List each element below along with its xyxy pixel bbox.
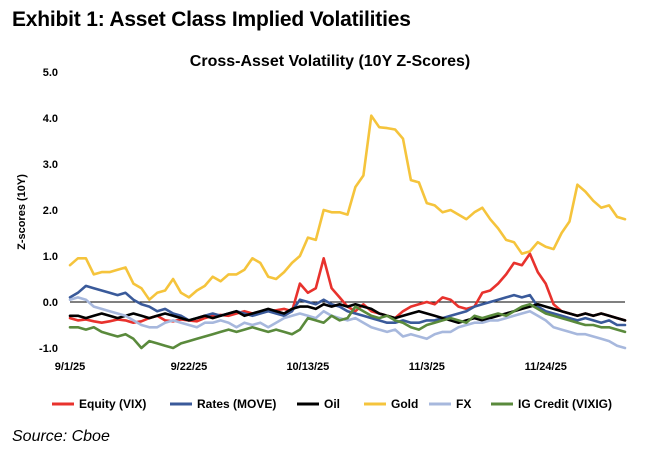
y-tick-label: 0.0 xyxy=(43,297,58,309)
legend-entry: Rates (MOVE) xyxy=(197,397,276,411)
source-note: Source: Cboe xyxy=(12,428,110,445)
chart-title: Cross-Asset Volatility (10Y Z-Scores) xyxy=(190,53,470,70)
legend-entry: Gold xyxy=(391,397,418,411)
y-tick-label: 3.0 xyxy=(43,159,58,171)
y-tick-label: 2.0 xyxy=(43,205,58,217)
y-tick-labels: 5.0 4.0 3.0 2.0 1.0 0.0 -1.0 xyxy=(39,67,58,355)
exhibit-title: Exhibit 1: Asset Class Implied Volatilit… xyxy=(12,8,411,31)
y-tick-label: 1.0 xyxy=(43,251,58,263)
series-lines xyxy=(68,114,627,350)
y-axis-label: Z-scores (10Y) xyxy=(16,174,28,250)
legend-entry: Equity (VIX) xyxy=(79,397,146,411)
y-tick-label: 4.0 xyxy=(43,113,58,125)
series-line-fx xyxy=(68,296,627,350)
x-tick-label: 11/3/25 xyxy=(409,361,445,373)
legend-entry: FX xyxy=(456,397,471,411)
series-line-gold xyxy=(68,114,627,302)
x-tick-label: 9/1/25 xyxy=(55,361,86,373)
y-tick-label: -1.0 xyxy=(39,343,58,355)
series-line-rates-move xyxy=(68,284,627,327)
series-line-ig-credit-vixig xyxy=(68,302,627,350)
x-tick-labels: 9/1/25 9/22/25 10/13/25 11/3/25 11/24/25 xyxy=(55,361,567,373)
y-tick-label: 5.0 xyxy=(43,67,58,79)
x-tick-label: 10/13/25 xyxy=(286,361,329,373)
legend-entry: Oil xyxy=(324,397,340,411)
legend-entry: IG Credit (VIXIG) xyxy=(518,397,612,411)
chart: Cross-Asset Volatility (10Y Z-Scores) Z-… xyxy=(16,53,627,411)
x-tick-label: 9/22/25 xyxy=(171,361,208,373)
legend: Equity (VIX) Rates (MOVE) Oil Gold FX IG Cred… xyxy=(52,397,612,411)
x-tick-label: 11/24/25 xyxy=(525,361,567,373)
